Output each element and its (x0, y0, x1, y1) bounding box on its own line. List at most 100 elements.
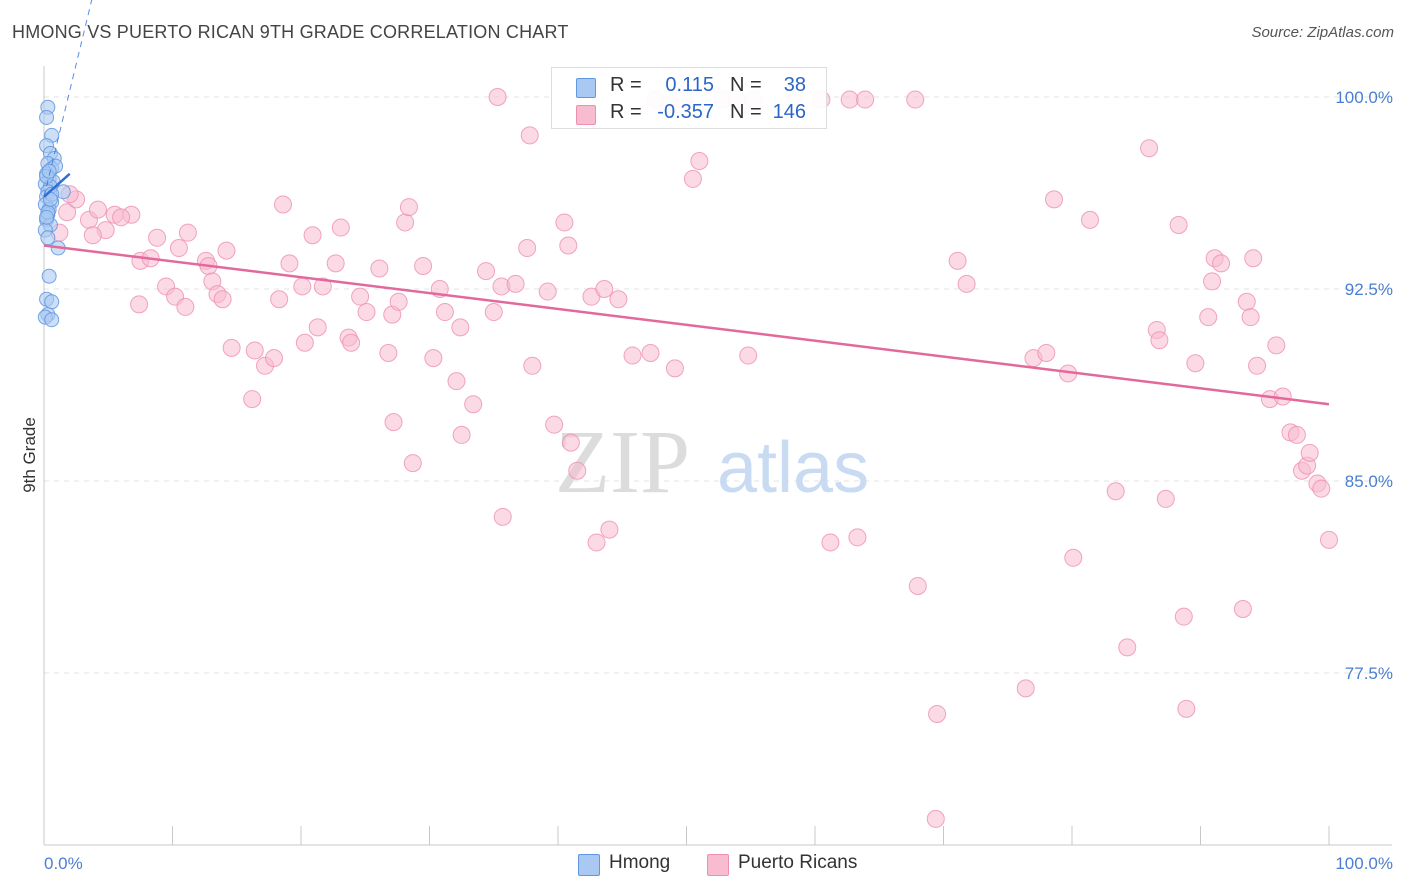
puerto-ricans-point (397, 214, 414, 231)
puerto-ricans-point (246, 342, 263, 359)
puerto-ricans-point (436, 304, 453, 321)
puerto-ricans-point (89, 201, 106, 218)
puerto-ricans-point (691, 153, 708, 170)
puerto-ricans-point (958, 275, 975, 292)
y-tick-label: 85.0% (1345, 472, 1393, 491)
puerto-ricans-point (327, 255, 344, 272)
puerto-ricans-point (1157, 490, 1174, 507)
puerto-ricans-point (177, 298, 194, 315)
puerto-ricans-point (1107, 483, 1124, 500)
puerto-ricans-point (465, 396, 482, 413)
puerto-ricans-r-value: -0.357 (644, 101, 714, 124)
puerto-ricans-point (521, 127, 538, 144)
puerto-ricans-point (1313, 480, 1330, 497)
hmong-point (45, 295, 59, 309)
puerto-ricans-point (610, 291, 627, 308)
puerto-ricans-point (1151, 332, 1168, 349)
puerto-ricans-point (560, 237, 577, 254)
puerto-ricans-point (223, 339, 240, 356)
puerto-ricans-point (857, 91, 874, 108)
puerto-ricans-point (822, 534, 839, 551)
puerto-ricans-point (1213, 255, 1230, 272)
puerto-ricans-point (425, 350, 442, 367)
y-tick-label: 100.0% (1335, 88, 1393, 107)
puerto-ricans-point (304, 227, 321, 244)
chart-canvas: ZIP atlas 100.0%92.5%85.0%77.5% 0.0% 100… (0, 0, 1406, 892)
legend-puerto-ricans-swatch (707, 854, 729, 876)
puerto-ricans-point (170, 240, 187, 257)
puerto-ricans-point (519, 240, 536, 257)
puerto-ricans-point (1038, 345, 1055, 362)
puerto-ricans-point (275, 196, 292, 213)
puerto-ricans-point (1141, 140, 1158, 157)
puerto-ricans-point (385, 414, 402, 431)
puerto-ricans-trend-line (44, 245, 1329, 404)
puerto-ricans-r-label: R = (610, 101, 642, 124)
puerto-ricans-point (841, 91, 858, 108)
hmong-n-value: 38 (764, 74, 806, 97)
puerto-ricans-point (539, 283, 556, 300)
puerto-ricans-point (380, 345, 397, 362)
puerto-ricans-point (949, 252, 966, 269)
puerto-ricans-point (309, 319, 326, 336)
puerto-ricans-point (1301, 444, 1318, 461)
y-tick-label: 77.5% (1345, 664, 1393, 683)
puerto-ricans-point (927, 810, 944, 827)
puerto-ricans-point (1204, 273, 1221, 290)
legend-row-puerto-ricans: R = -0.357 N = 146 (552, 101, 826, 127)
puerto-ricans-point (507, 275, 524, 292)
hmong-point (40, 110, 54, 124)
hmong-r-value: 0.115 (644, 74, 714, 97)
puerto-ricans-point (569, 462, 586, 479)
puerto-ricans-point (642, 345, 659, 362)
y-axis-title: 9th Grade (20, 417, 39, 493)
watermark-atlas: atlas (717, 428, 869, 508)
puerto-ricans-point (849, 529, 866, 546)
hmong-swatch (576, 78, 596, 98)
y-tick-labels: 100.0% 92.5% 85.0% 77.5% (1335, 88, 1393, 683)
puerto-ricans-n-value: 146 (764, 101, 806, 124)
puerto-ricans-point (1321, 531, 1338, 548)
y-tick-label: 92.5% (1345, 280, 1393, 299)
puerto-ricans-point (452, 319, 469, 336)
puerto-ricans-point (524, 357, 541, 374)
puerto-ricans-point (1046, 191, 1063, 208)
hmong-point (42, 269, 56, 283)
puerto-ricans-point (400, 199, 417, 216)
puerto-ricans-point (556, 214, 573, 231)
hmong-point (45, 313, 59, 327)
puerto-ricans-point (294, 278, 311, 295)
puerto-ricans-point (244, 391, 261, 408)
puerto-ricans-point (1081, 211, 1098, 228)
hmong-point (41, 231, 55, 245)
puerto-ricans-point (1234, 601, 1251, 618)
puerto-ricans-point (562, 434, 579, 451)
puerto-ricans-point (907, 91, 924, 108)
legend-puerto-ricans-label[interactable]: Puerto Ricans (738, 852, 857, 874)
puerto-ricans-point (343, 334, 360, 351)
puerto-ricans-point (179, 224, 196, 241)
legend-hmong-label[interactable]: Hmong (609, 852, 670, 874)
puerto-ricans-point (596, 281, 613, 298)
puerto-ricans-point (281, 255, 298, 272)
puerto-ricans-point (1249, 357, 1266, 374)
puerto-ricans-point (371, 260, 388, 277)
puerto-ricans-point (485, 304, 502, 321)
puerto-ricans-point (1238, 293, 1255, 310)
puerto-ricans-point (1242, 309, 1259, 326)
puerto-ricans-point (1170, 217, 1187, 234)
puerto-ricans-point (404, 455, 421, 472)
puerto-ricans-point (296, 334, 313, 351)
puerto-ricans-point (271, 291, 288, 308)
puerto-ricans-point (478, 263, 495, 280)
puerto-ricans-point (352, 288, 369, 305)
puerto-ricans-point (929, 705, 946, 722)
puerto-ricans-point (909, 577, 926, 594)
puerto-ricans-point (494, 508, 511, 525)
puerto-ricans-n-label: N = (730, 101, 762, 124)
puerto-ricans-point (684, 170, 701, 187)
puerto-ricans-point (1200, 309, 1217, 326)
puerto-ricans-point (601, 521, 618, 538)
legend-row-hmong: R = 0.115 N = 38 (552, 74, 826, 100)
puerto-ricans-point (740, 347, 757, 364)
